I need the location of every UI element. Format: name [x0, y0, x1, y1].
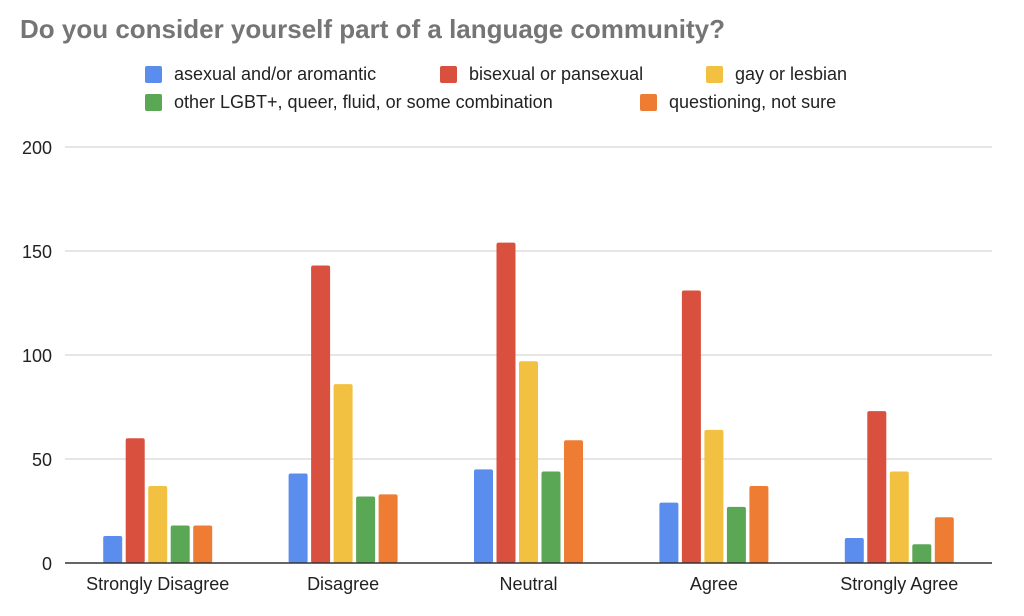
- legend-label: asexual and/or aromantic: [174, 64, 377, 84]
- legend-swatch: [145, 94, 162, 111]
- bar: [378, 494, 398, 563]
- bar: [103, 535, 123, 563]
- bar: [519, 361, 538, 563]
- bar: [333, 384, 353, 563]
- bar: [564, 440, 583, 563]
- x-tick-label: Neutral: [499, 574, 557, 594]
- legend-label: other LGBT+, queer, fluid, or some combi…: [174, 92, 553, 112]
- legend-item: other LGBT+, queer, fluid, or some combi…: [145, 92, 553, 113]
- y-tick-label: 50: [32, 450, 52, 470]
- bar: [934, 517, 954, 563]
- y-tick-label: 150: [22, 242, 52, 262]
- y-tick-label: 0: [42, 554, 52, 574]
- bar: [749, 486, 769, 563]
- bar: [889, 471, 909, 563]
- x-tick-label: Strongly Disagree: [86, 574, 229, 594]
- x-tick-label: Agree: [690, 574, 738, 594]
- legend-label: gay or lesbian: [735, 64, 848, 84]
- bar: [844, 538, 864, 563]
- bar: [474, 469, 493, 563]
- bar: [311, 265, 331, 563]
- legend-swatch: [440, 66, 457, 83]
- bar: [912, 544, 932, 563]
- bar: [496, 242, 516, 563]
- bar: [356, 496, 376, 563]
- bar: [704, 429, 724, 563]
- bar: [193, 525, 213, 563]
- x-tick-label: Strongly Agree: [840, 574, 958, 594]
- legend-swatch: [640, 94, 657, 111]
- bar: [681, 290, 701, 563]
- bar: [659, 502, 679, 563]
- legend-label: questioning, not sure: [669, 92, 837, 112]
- bar: [148, 486, 168, 563]
- x-tick-label: Disagree: [307, 574, 379, 594]
- legend-label: bisexual or pansexual: [469, 64, 644, 84]
- bar: [541, 471, 561, 563]
- legend-item: bisexual or pansexual: [440, 64, 643, 85]
- legend-swatch: [145, 66, 162, 83]
- legend: asexual and/or aromantic bisexual or pan…: [0, 0, 1024, 130]
- bar: [125, 438, 145, 563]
- bar: [288, 473, 308, 563]
- bar: [170, 525, 190, 563]
- legend-item: gay or lesbian: [706, 64, 847, 85]
- bar: [726, 506, 746, 563]
- chart-title: Do you consider yourself part of a langu…: [20, 14, 725, 44]
- bar: [867, 411, 887, 563]
- legend-item: asexual and/or aromantic: [145, 64, 376, 85]
- legend-item: questioning, not sure: [640, 92, 836, 113]
- y-tick-label: 100: [22, 346, 52, 366]
- legend-swatch: [706, 66, 723, 83]
- y-tick-label: 200: [22, 138, 52, 158]
